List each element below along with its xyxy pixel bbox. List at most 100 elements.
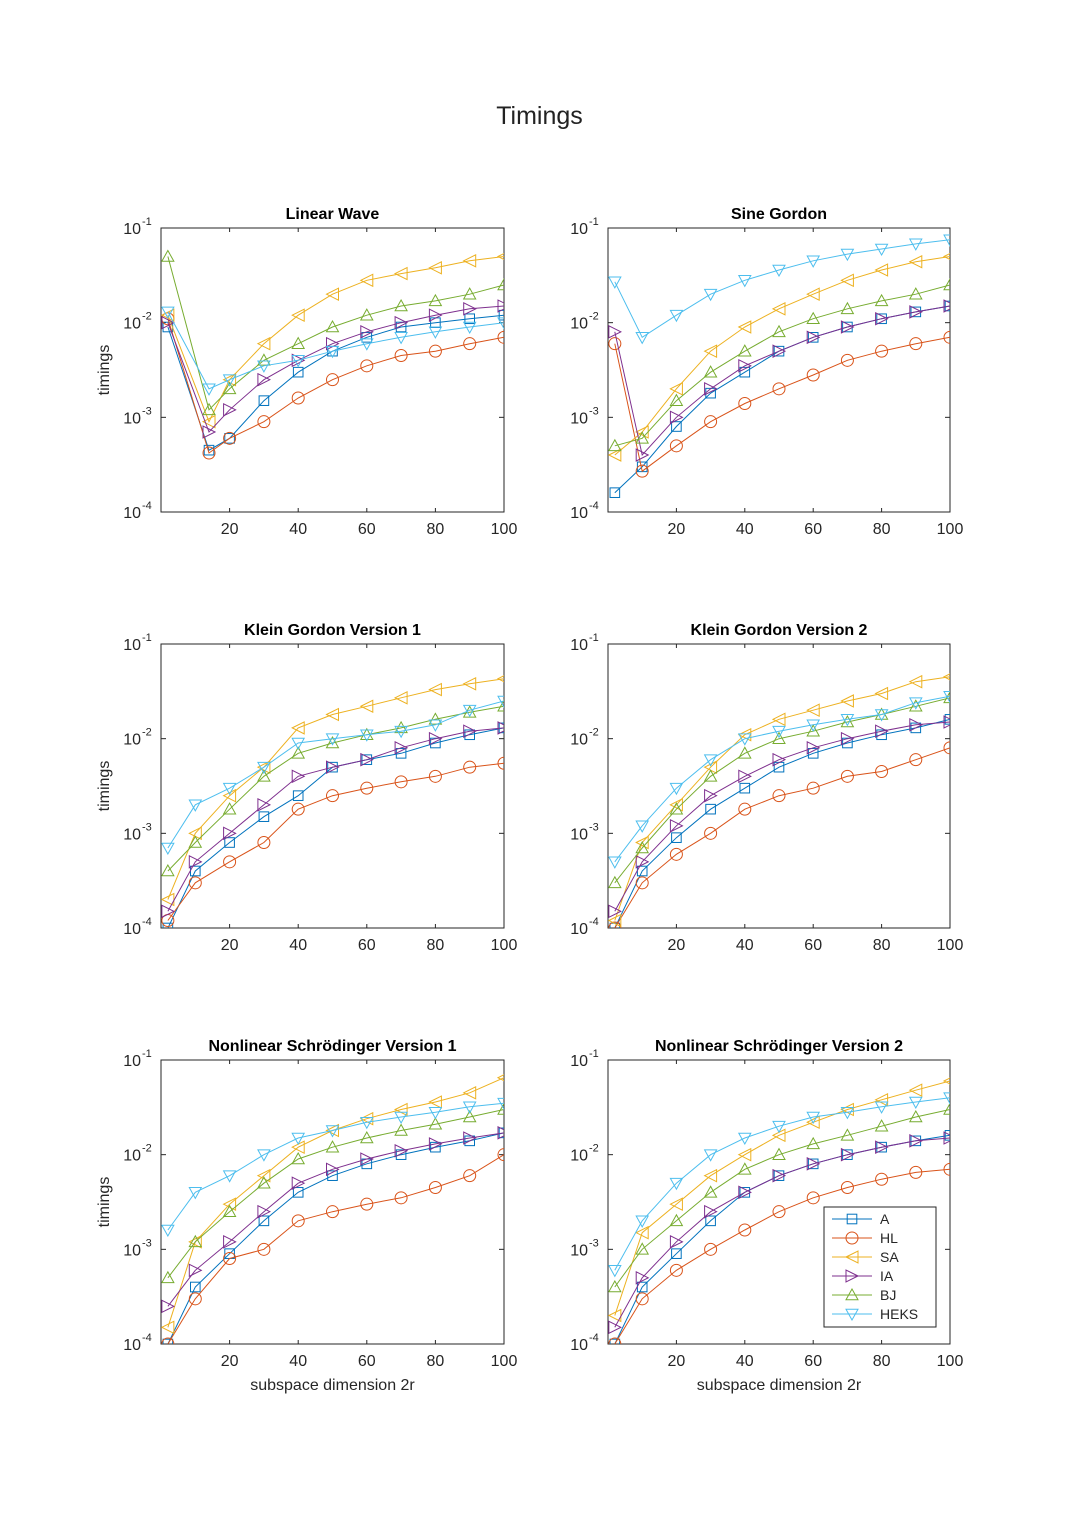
data-point-IA xyxy=(497,299,504,313)
data-point-A xyxy=(464,729,475,741)
data-point-SA xyxy=(635,1225,649,1240)
data-point-SA xyxy=(325,707,339,722)
data-point-HEKS xyxy=(874,243,889,257)
data-point-IA xyxy=(188,855,203,869)
y-tick-exponent: -4 xyxy=(589,916,599,928)
legend-box xyxy=(823,1206,937,1328)
data-point-HEKS xyxy=(325,733,340,746)
y-tick-exponent: -2 xyxy=(589,1143,599,1155)
x-tick-label: 100 xyxy=(937,1353,964,1370)
data-point-IA xyxy=(875,1140,889,1154)
data-point-HEKS xyxy=(669,1177,684,1191)
data-point-IA xyxy=(669,819,684,833)
data-point-BJ xyxy=(908,699,923,712)
series-group xyxy=(161,1074,504,1344)
data-point-HEKS xyxy=(188,1187,203,1200)
data-point-BJ xyxy=(772,1147,786,1160)
legend-marker-BJ xyxy=(845,1287,859,1301)
series-group xyxy=(161,675,504,928)
y-tick-label: 10 xyxy=(570,1242,588,1259)
x-tick-label: 100 xyxy=(491,1353,518,1370)
data-point-IA xyxy=(394,1143,409,1158)
data-point-A xyxy=(327,1170,338,1181)
y-tick-exponent: -1 xyxy=(142,216,152,228)
series-line-HEKS xyxy=(167,1102,504,1231)
y-tick-label: 10 xyxy=(123,316,141,333)
data-point-HEKS xyxy=(943,234,950,247)
data-point-HEKS xyxy=(291,355,306,368)
data-point-IA xyxy=(428,731,443,746)
data-point-HL xyxy=(704,826,718,840)
data-point-HL xyxy=(704,1242,718,1256)
y-tick-exponent: -1 xyxy=(589,632,599,644)
data-point-HEKS xyxy=(291,1132,306,1146)
data-point-A xyxy=(498,1127,504,1139)
data-point-HL xyxy=(360,781,374,795)
data-point-IA xyxy=(463,1131,477,1145)
x-tick-label: 20 xyxy=(221,1353,239,1370)
y-tick-label: 10 xyxy=(123,921,141,938)
data-point-BJ xyxy=(669,393,684,406)
data-point-IA xyxy=(875,311,889,326)
data-point-HEKS xyxy=(635,820,650,833)
y-tick-label: 10 xyxy=(570,1148,588,1165)
data-point-HEKS xyxy=(161,306,175,319)
data-point-HL xyxy=(291,802,305,816)
data-point-A xyxy=(876,729,887,741)
y-tick-exponent: -2 xyxy=(142,727,152,739)
data-point-IA xyxy=(608,1320,622,1335)
data-point-IA xyxy=(875,724,889,738)
data-point-HEKS xyxy=(394,332,408,345)
data-point-IA xyxy=(738,1185,752,1200)
data-point-HL xyxy=(635,876,649,890)
data-point-HEKS xyxy=(394,725,408,739)
data-point-A xyxy=(162,922,174,928)
x-tick-label: 60 xyxy=(804,937,822,954)
data-point-A xyxy=(162,1338,174,1344)
data-point-HEKS xyxy=(737,275,752,288)
data-point-HL xyxy=(463,337,477,351)
data-point-HEKS xyxy=(772,1120,786,1134)
x-tick-label: 40 xyxy=(289,937,307,954)
data-point-HL xyxy=(806,368,820,382)
data-point-SA xyxy=(874,1092,889,1107)
series-line-HEKS xyxy=(614,1097,950,1271)
y-tick-exponent: -3 xyxy=(589,821,599,833)
data-point-BJ xyxy=(703,769,718,782)
plot-frame xyxy=(160,1059,505,1345)
series-line-IA xyxy=(167,305,504,433)
data-point-BJ xyxy=(874,293,889,307)
data-point-BJ xyxy=(608,438,622,452)
series-line-HEKS xyxy=(167,311,504,390)
y-tick-label: 10 xyxy=(570,826,588,843)
data-point-HL xyxy=(875,344,889,358)
data-point-IA xyxy=(463,302,477,316)
data-point-BJ xyxy=(840,301,855,315)
panel-title: Klein Gordon Version 2 xyxy=(691,622,868,639)
legend: A HL SA IA BJ HEKS xyxy=(823,1206,937,1328)
y-tick-exponent: -2 xyxy=(589,311,599,323)
data-point-A xyxy=(258,811,270,822)
data-point-IA xyxy=(428,1137,443,1151)
data-point-HEKS xyxy=(874,709,889,722)
data-point-SA xyxy=(703,344,718,358)
data-point-BJ xyxy=(291,746,306,759)
data-point-BJ xyxy=(394,720,408,734)
x-tick-label: 20 xyxy=(221,521,239,538)
series-line-IA xyxy=(614,721,950,912)
data-point-IA xyxy=(943,1131,950,1145)
data-point-BJ xyxy=(325,319,340,333)
data-point-HL xyxy=(772,1205,786,1219)
data-point-HL xyxy=(738,802,752,816)
data-point-HEKS xyxy=(394,1111,408,1125)
data-point-HL xyxy=(326,789,339,803)
data-point-HEKS xyxy=(608,1265,622,1278)
data-point-IA xyxy=(188,1263,203,1278)
data-point-IA xyxy=(360,752,374,767)
data-point-SA xyxy=(771,712,786,727)
data-point-IA xyxy=(360,325,374,339)
data-point-BJ xyxy=(737,344,752,357)
y-tick-label: 10 xyxy=(570,732,588,749)
x-tick-label: 40 xyxy=(736,937,754,954)
data-point-HEKS xyxy=(462,704,477,718)
